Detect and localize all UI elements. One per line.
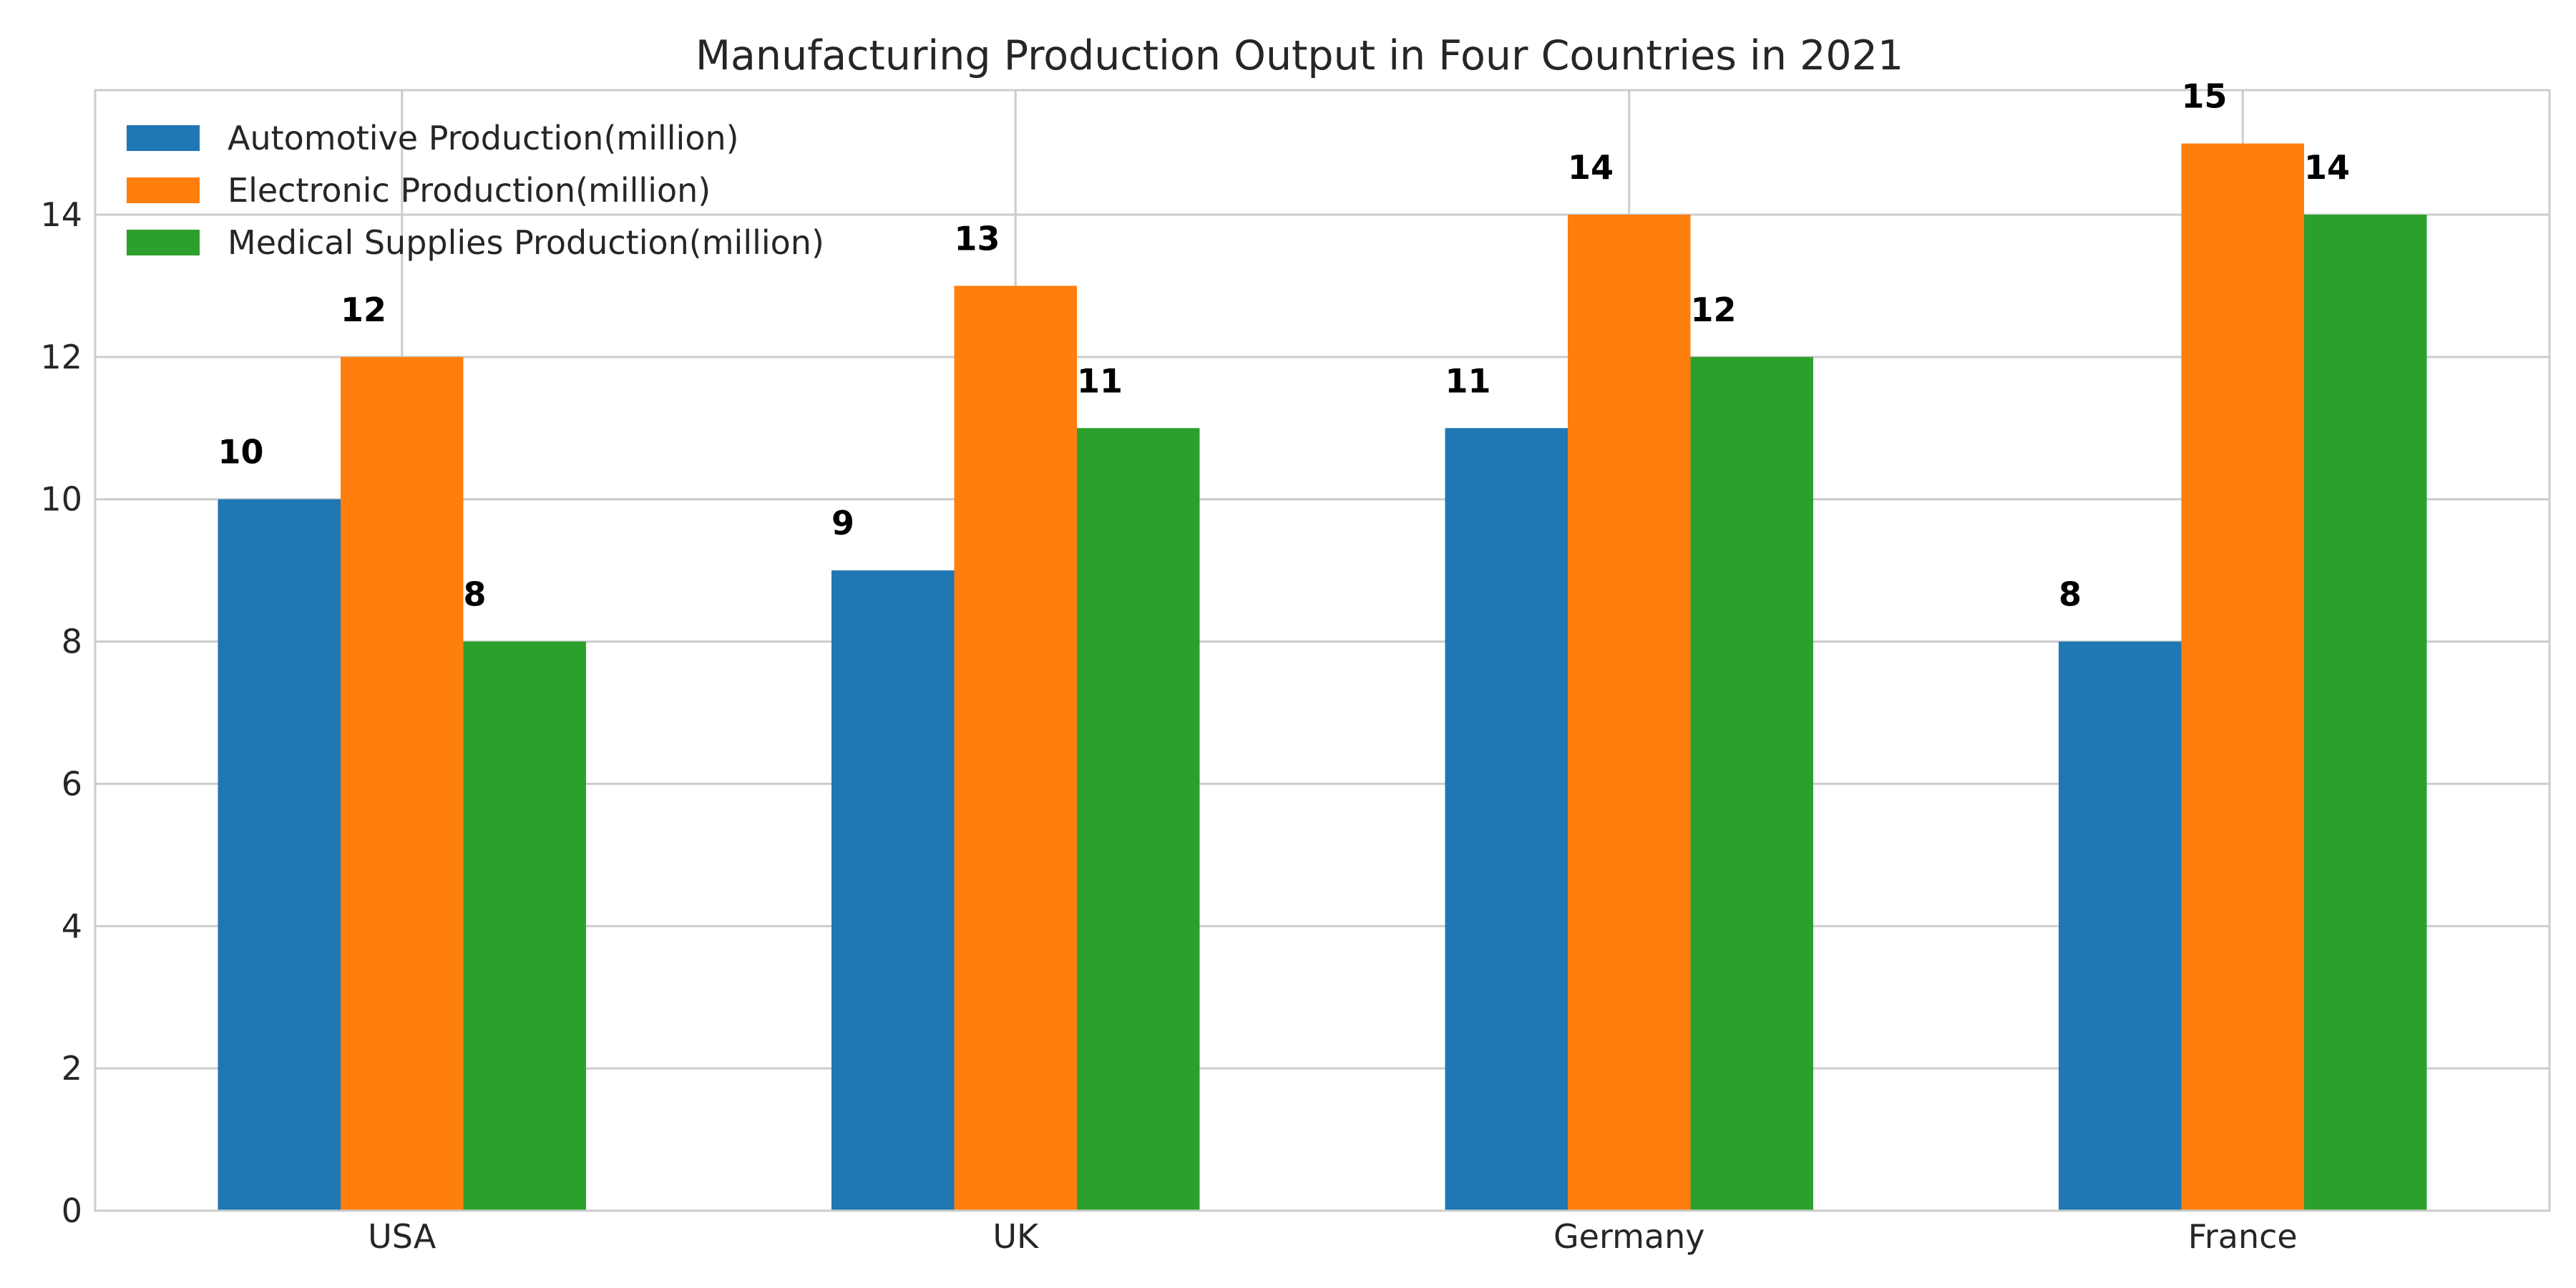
bar: [2181, 143, 2304, 1211]
x-tick-label: Germany: [1553, 1217, 1704, 1256]
y-tick-label: 10: [40, 480, 82, 519]
bar: [831, 570, 955, 1211]
bar: [1568, 215, 1691, 1211]
y-tick-label: 6: [62, 764, 82, 803]
data-label: 11: [1077, 361, 1123, 400]
legend-swatch: [127, 125, 200, 151]
plot-frame: [94, 89, 2551, 1212]
data-label: 8: [464, 575, 487, 614]
data-label: 8: [2059, 575, 2082, 614]
y-tick-label: 4: [62, 907, 82, 945]
y-tick-label: 14: [40, 195, 82, 234]
data-label: 12: [1691, 291, 1737, 329]
bar: [2304, 215, 2427, 1211]
data-label: 15: [2182, 77, 2228, 116]
y-tick-label: 12: [40, 338, 82, 376]
legend: Automotive Production(million) Electronic…: [127, 119, 824, 262]
y-axis-ticks: 0 2 4 6 8 10 12 14: [40, 195, 82, 1230]
bar: [2059, 641, 2182, 1211]
data-label: 10: [218, 433, 264, 472]
bar: [341, 356, 464, 1211]
y-tick-label: 2: [62, 1049, 82, 1088]
data-label: 11: [1445, 361, 1491, 400]
x-axis-ticks: USA UK Germany France: [368, 1217, 2298, 1256]
chart-title: Manufacturing Production Output in Four …: [696, 32, 1903, 79]
data-label: 9: [831, 504, 854, 542]
data-label: 14: [2304, 148, 2350, 187]
legend-swatch: [127, 177, 200, 203]
legend-swatch: [127, 230, 200, 255]
bar: [954, 286, 1077, 1211]
legend-label: Electronic Production(million): [228, 171, 711, 210]
legend-label: Automotive Production(million): [228, 119, 739, 157]
bars: [218, 143, 2427, 1211]
data-label: 12: [341, 291, 386, 329]
x-tick-label: UK: [992, 1217, 1040, 1256]
bar: [218, 499, 341, 1211]
y-tick-label: 8: [62, 623, 82, 661]
x-tick-label: France: [2188, 1217, 2298, 1256]
x-tick-label: USA: [368, 1217, 436, 1256]
bar: [463, 641, 586, 1211]
data-label: 14: [1568, 148, 1614, 187]
data-labels: 10 12 8 9 13 11 11 14 12 8 15 14: [218, 77, 2351, 614]
y-tick-label: 0: [62, 1191, 82, 1230]
bar: [1445, 428, 1568, 1211]
legend-label: Medical Supplies Production(million): [228, 223, 824, 262]
bar: [1690, 356, 1813, 1211]
bar: [1077, 428, 1200, 1211]
data-label: 13: [955, 219, 1000, 258]
